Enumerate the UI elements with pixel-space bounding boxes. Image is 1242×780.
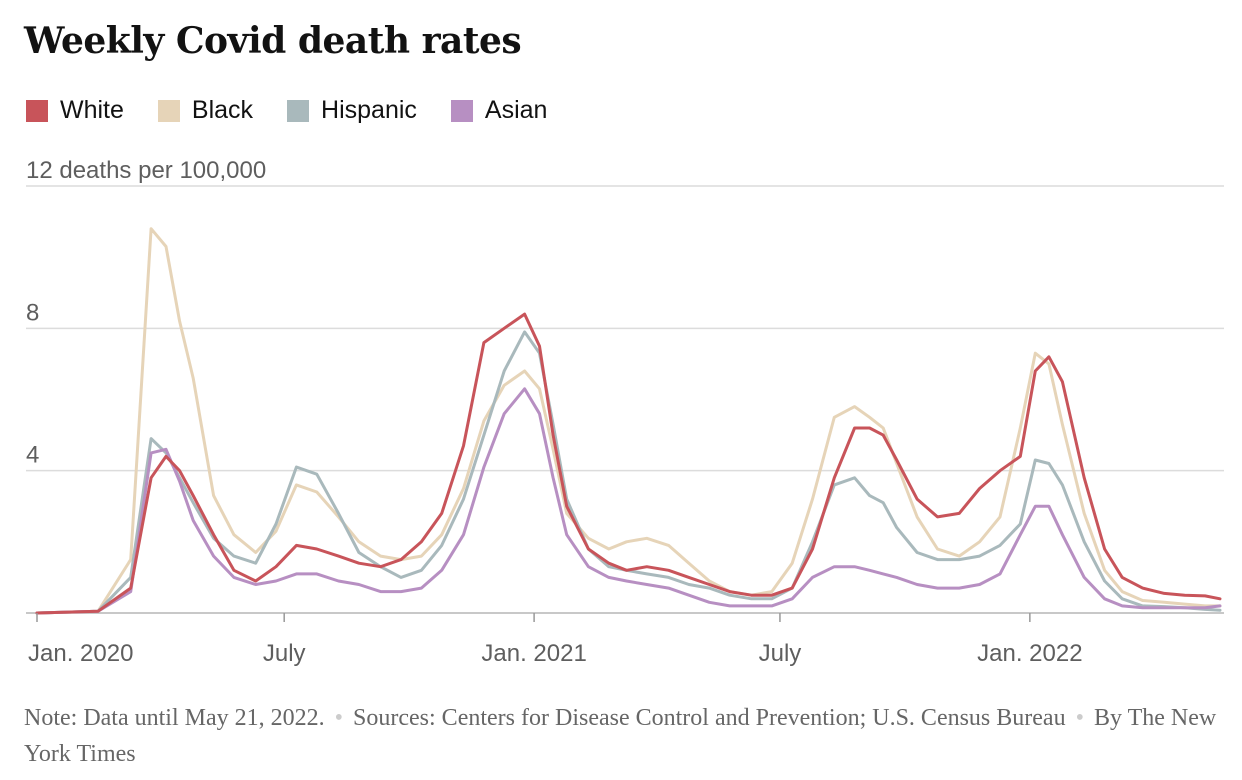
legend-item-asian: Asian	[450, 96, 548, 125]
series-layer	[35, 227, 1222, 615]
sources-text-continued: Bureau	[996, 705, 1066, 731]
note-separator: •	[334, 705, 344, 731]
sources-text: Sources: Centers for Disease Control and…	[353, 705, 991, 731]
series-line-black	[35, 227, 1222, 615]
legend-swatch-hispanic	[287, 99, 310, 122]
legend-item-hispanic: Hispanic	[287, 96, 417, 125]
series-line-white	[35, 312, 1222, 615]
legend-label-asian: Asian	[484, 96, 548, 124]
byline: By The New York Times	[24, 705, 1217, 767]
legend-label-white: White	[60, 96, 124, 124]
legend-swatch-black	[157, 99, 180, 122]
series-line-hispanic	[35, 330, 1222, 615]
x-tick-label: Jan. 2021	[481, 640, 586, 667]
legend: White Black Hispanic Asian	[26, 96, 581, 125]
legend-item-white: White	[26, 96, 124, 125]
x-tick-label: July	[759, 640, 802, 667]
note-separator: •	[1075, 705, 1084, 731]
series-line-asian	[35, 387, 1222, 615]
note-text: Note: Data until May 21, 2022.	[24, 705, 325, 731]
x-tick-label: Jan. 2022	[977, 640, 1082, 667]
y-tick-label: 4	[26, 442, 39, 469]
grid-layer: 4 8 12 deaths per 100,000	[26, 157, 1224, 614]
x-tick-label: July	[263, 640, 306, 667]
y-tick-label: 8	[26, 299, 39, 326]
source-note: Note: Data until May 21, 2022. • Sources: …	[24, 700, 1224, 772]
x-tick-label: Jan. 2020	[28, 640, 133, 667]
legend-label-hispanic: Hispanic	[321, 96, 417, 124]
y-tick-label: 12 deaths per 100,000	[26, 157, 266, 184]
legend-swatch-asian	[450, 99, 473, 122]
chart-title: Weekly Covid death rates	[24, 20, 522, 62]
x-axis: Jan. 2020 July Jan. 2021 July Jan. 2022	[28, 613, 1083, 667]
legend-item-black: Black	[157, 96, 254, 125]
legend-label-black: Black	[191, 96, 254, 124]
legend-swatch-white	[26, 99, 48, 122]
